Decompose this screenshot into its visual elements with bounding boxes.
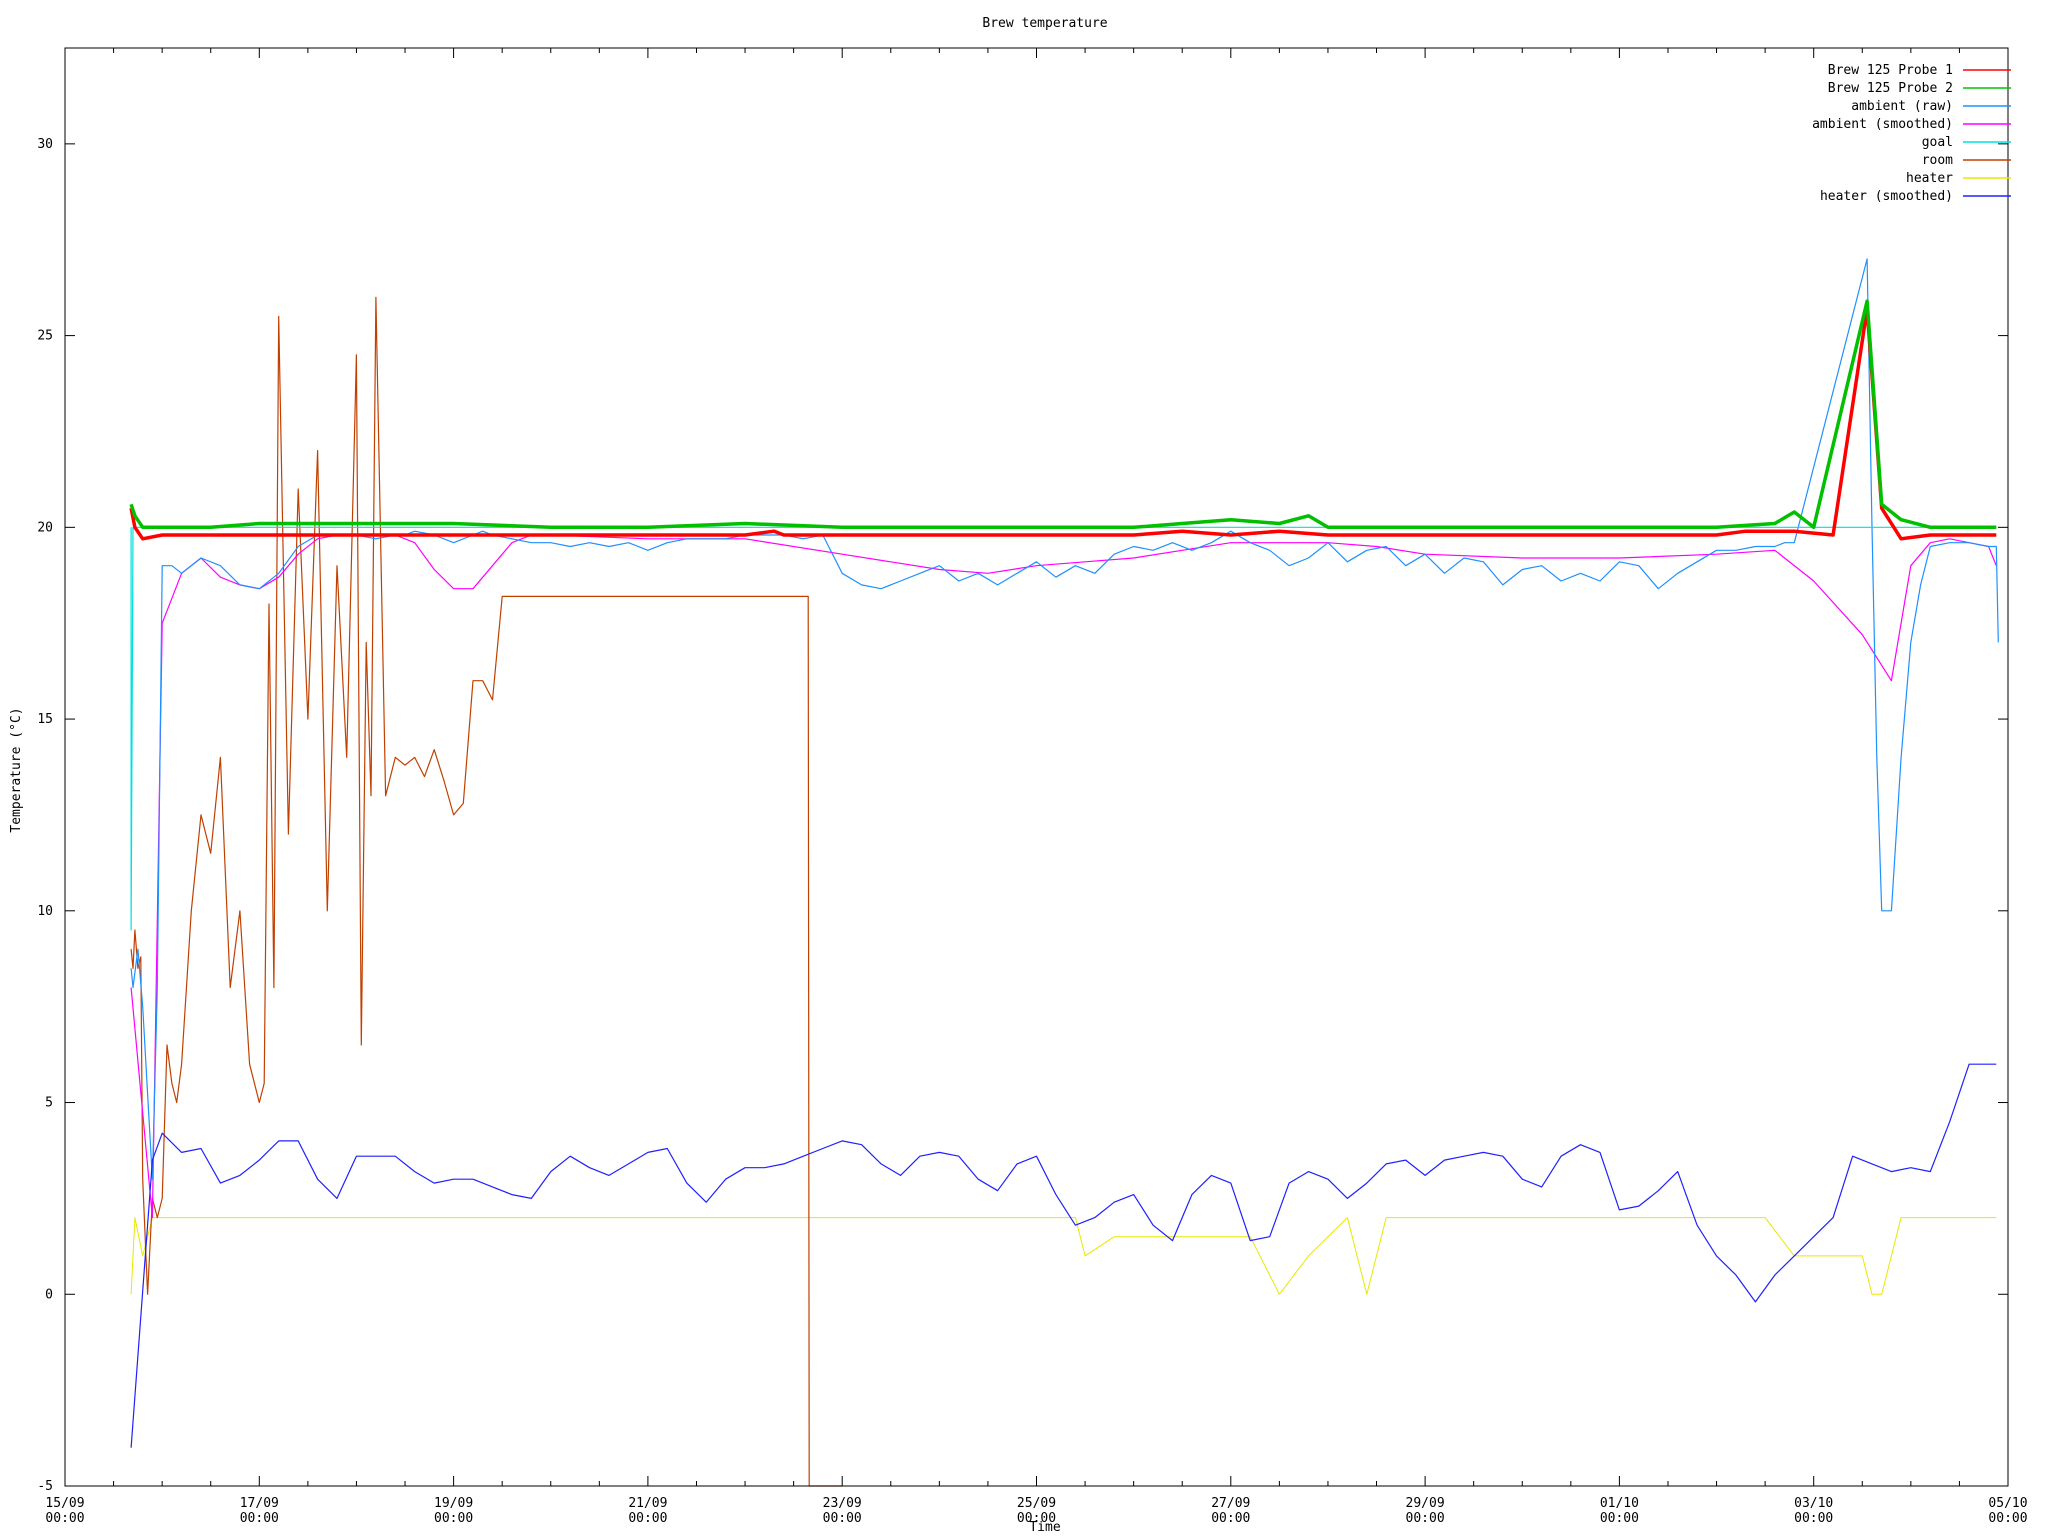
legend-label-goal: goal bbox=[1922, 135, 1953, 150]
x-tick-label: 17/09 00:00 bbox=[240, 1496, 279, 1526]
legend-label-ambient-raw: ambient (raw) bbox=[1851, 99, 1953, 114]
y-tick-label: 25 bbox=[37, 329, 53, 344]
legend-label-heater: heater bbox=[1906, 171, 1953, 186]
y-axis-label: Temperature (°C) bbox=[9, 707, 24, 832]
legend: Brew 125 Probe 1 Brew 125 Probe 2 ambient … bbox=[1812, 63, 2011, 204]
x-tick-label: 27/09 00:00 bbox=[1211, 1496, 1250, 1526]
series-line-heater bbox=[130, 1217, 1997, 1295]
x-axis-ticks: 15/09 00:00 17/09 00:00 19/09 00:00 21/09 00:00… bbox=[45, 48, 2028, 1526]
x-axis-label: Time bbox=[1029, 1520, 1060, 1535]
x-tick-label: 29/09 00:00 bbox=[1406, 1496, 1445, 1526]
y-tick-label: 10 bbox=[37, 904, 53, 919]
y-tick-label: 15 bbox=[37, 712, 53, 727]
legend-label-heater-smoothed: heater (smoothed) bbox=[1820, 189, 1953, 204]
series-line-room bbox=[130, 296, 843, 1487]
x-tick-label: 15/09 00:00 bbox=[45, 1496, 84, 1526]
x-tick-label: 01/10 00:00 bbox=[1600, 1496, 1639, 1526]
series-layer bbox=[129, 258, 1999, 1487]
y-tick-label: 30 bbox=[37, 137, 53, 152]
series-line-brew-125-probe-2 bbox=[129, 299, 1997, 530]
y-axis-ticks: -5 0 5 10 15 20 25 30 bbox=[37, 137, 2008, 1494]
legend-label-brew-125-probe-1: Brew 125 Probe 1 bbox=[1828, 63, 1953, 78]
legend-label-room: room bbox=[1922, 153, 1953, 168]
y-tick-label: -5 bbox=[37, 1479, 53, 1494]
series-line-brew-125-probe-1 bbox=[129, 307, 1997, 541]
series-line-ambient-smoothed bbox=[130, 534, 1997, 1219]
x-tick-label: 21/09 00:00 bbox=[628, 1496, 667, 1526]
x-tick-label: 03/10 00:00 bbox=[1794, 1496, 1833, 1526]
legend-label-brew-125-probe-2: Brew 125 Probe 2 bbox=[1828, 81, 1953, 96]
chart-title: Brew temperature bbox=[982, 16, 1107, 31]
x-tick-label: 05/10 00:00 bbox=[1988, 1496, 2027, 1526]
legend-label-ambient-smoothed: ambient (smoothed) bbox=[1812, 117, 1953, 132]
x-tick-label: 25/09 00:00 bbox=[1017, 1496, 1056, 1526]
series-line-ambient-raw bbox=[130, 258, 1999, 1180]
y-tick-label: 20 bbox=[37, 520, 53, 535]
y-tick-label: 5 bbox=[45, 1096, 53, 1111]
y-tick-label: 0 bbox=[45, 1287, 53, 1302]
x-tick-label: 19/09 00:00 bbox=[434, 1496, 473, 1526]
x-tick-label: 23/09 00:00 bbox=[823, 1496, 862, 1526]
series-line-heater-smoothed bbox=[130, 1063, 1997, 1448]
